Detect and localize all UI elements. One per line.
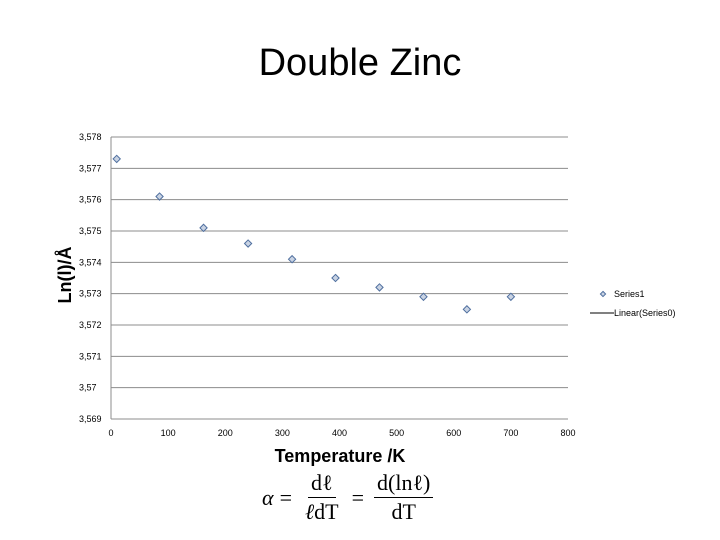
data-point <box>462 305 472 314</box>
y-tick-label: 3,573 <box>79 289 102 299</box>
thermal-expansion-formula: α = dℓ ℓdT = d(lnℓ) dT <box>262 470 437 525</box>
x-tick-label: 700 <box>503 428 518 438</box>
y-tick-label: 3,578 <box>79 132 102 142</box>
y-tick-label: 3,576 <box>79 195 102 205</box>
x-axis-title: Temperature /K <box>275 446 406 466</box>
formula-equals-2: = <box>351 484 365 510</box>
x-tick-label: 600 <box>446 428 461 438</box>
data-point <box>331 273 340 283</box>
y-tick-label: 3,577 <box>79 163 102 173</box>
formula-fraction-2-numerator: d(lnℓ) <box>374 470 434 498</box>
x-tick-label: 200 <box>218 428 233 438</box>
data-point <box>287 254 297 264</box>
x-tick-label: 300 <box>275 428 290 438</box>
y-tick-label: 3,572 <box>79 320 102 330</box>
x-tick-labels: 0 100 200 300 400 500 600 700 800 <box>108 428 575 438</box>
formula-dT: dT <box>314 499 339 524</box>
data-point <box>199 223 208 233</box>
formula-equals: = <box>279 484 292 510</box>
formula-fraction-2: d(lnℓ) dT <box>374 470 434 525</box>
data-points <box>112 154 516 314</box>
legend: Series1 Linear(Series0) <box>590 289 676 318</box>
legend-label-series1: Series1 <box>614 289 645 299</box>
data-point <box>419 292 428 302</box>
y-tick-label: 3,57 <box>79 383 97 393</box>
y-tick-label: 3,574 <box>79 257 102 267</box>
x-tick-label: 0 <box>108 428 113 438</box>
x-tick-label: 400 <box>332 428 347 438</box>
data-point <box>506 292 516 302</box>
formula-fraction-2-denominator: dT <box>391 499 416 524</box>
y-tick-label: 3,575 <box>79 226 102 236</box>
formula-alpha: α <box>262 484 274 510</box>
formula-fraction-1-numerator: dℓ <box>308 470 336 498</box>
gridlines <box>110 136 568 420</box>
data-point <box>375 283 384 292</box>
x-tick-label: 100 <box>161 428 176 438</box>
formula-fraction-1: dℓ ℓdT <box>302 470 342 525</box>
chart-title: Double Zinc <box>258 42 462 84</box>
data-point <box>112 154 122 164</box>
y-tick-labels: 3,578 3,577 3,576 3,575 3,574 3,573 3,572 3,571… <box>79 132 102 424</box>
y-tick-label: 3,569 <box>79 414 102 424</box>
y-tick-label: 3,571 <box>79 351 102 361</box>
data-point <box>243 239 253 248</box>
data-point <box>155 192 164 201</box>
x-tick-label: 500 <box>389 428 404 438</box>
scatter-chart: 3,5783,5773,5763,5753,5743,5733,5723,571… <box>55 132 676 466</box>
x-tick-label: 800 <box>560 428 575 438</box>
formula-fraction-1-denominator: ℓdT <box>302 498 342 525</box>
legend-marker-series1 <box>599 290 607 298</box>
y-axis-title: Ln(l)/Å <box>55 247 75 304</box>
legend-label-linear: Linear(Series0) <box>614 308 676 318</box>
formula-ell: ℓ <box>304 499 315 524</box>
